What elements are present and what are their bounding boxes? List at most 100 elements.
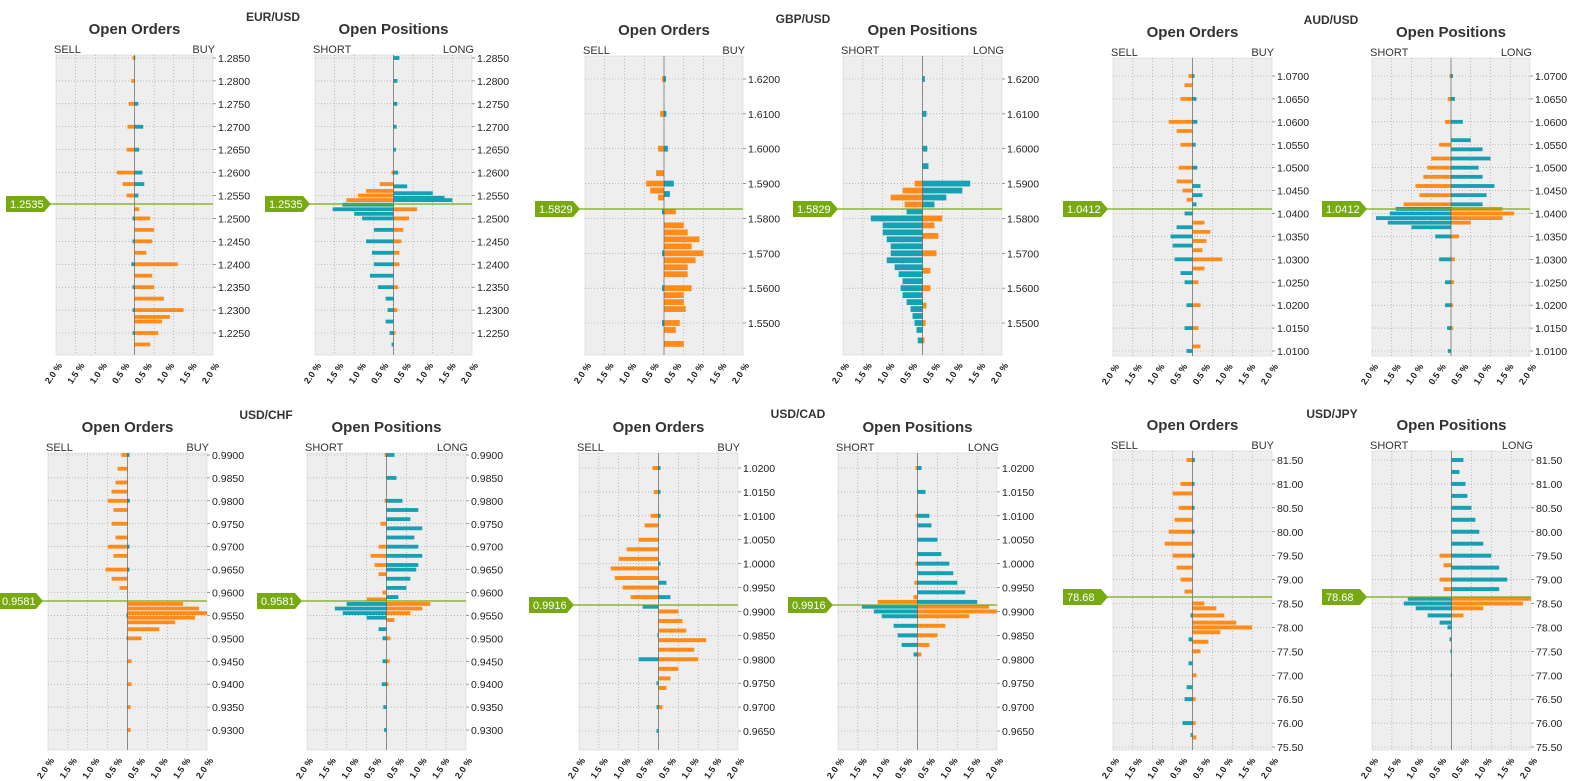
bar-buy xyxy=(134,262,178,267)
bar-buy xyxy=(127,602,184,606)
y-tick-label: 0.9600 xyxy=(471,588,503,600)
bar-buy xyxy=(134,342,151,347)
bar-buy xyxy=(664,341,684,347)
x-tick-label: 0.5 % xyxy=(1450,756,1471,781)
bar-long xyxy=(386,526,423,531)
bar-short xyxy=(902,278,923,285)
y-tick-label: 0.9400 xyxy=(471,679,503,691)
positions-title: Open Positions xyxy=(1396,24,1506,41)
bar-short xyxy=(1439,257,1451,262)
bar-long xyxy=(917,633,938,638)
bar-long xyxy=(917,489,926,494)
x-tick-label: 2.0 % xyxy=(730,361,751,386)
bar-long xyxy=(917,604,990,609)
bar-short xyxy=(370,553,387,558)
x-tick-label: 1.5 % xyxy=(1236,756,1257,781)
current-price-label: 1.2535 xyxy=(10,199,44,211)
bar-short xyxy=(890,250,923,257)
bar-buy xyxy=(1192,303,1201,308)
bar-buy xyxy=(664,285,692,292)
bar-sell xyxy=(126,193,135,198)
bar-long xyxy=(393,184,408,189)
bar-long xyxy=(1451,517,1476,522)
bar-buy xyxy=(658,657,699,662)
bar-sell xyxy=(1172,243,1193,248)
y-tick-label: 0.9800 xyxy=(471,496,503,508)
bar-long xyxy=(386,682,389,687)
current-price-label: 1.5829 xyxy=(797,204,831,216)
bar-short xyxy=(902,292,923,299)
x-tick-label: 2.0 % xyxy=(302,361,323,386)
bar-sell xyxy=(1168,119,1193,124)
bar-buy xyxy=(1192,184,1201,188)
bar-sell xyxy=(1176,129,1193,133)
bar-buy xyxy=(664,306,686,312)
bar-short xyxy=(391,342,394,347)
bar-long xyxy=(1451,481,1466,486)
x-tick-label: 1.5 % xyxy=(1382,756,1403,781)
y-tick-label: 1.2800 xyxy=(218,76,250,88)
bar-short xyxy=(332,207,394,212)
y-tick-label: 80.50 xyxy=(1536,503,1562,515)
bar-short xyxy=(334,606,387,611)
bar-buy xyxy=(664,320,680,326)
y-tick-label: 0.9350 xyxy=(212,702,244,714)
y-tick-label: 77.00 xyxy=(1277,670,1303,682)
bar-buy xyxy=(127,682,132,687)
y-tick-label: 1.2250 xyxy=(218,328,250,340)
bar-long xyxy=(922,187,963,194)
bar-long xyxy=(1451,97,1455,101)
bar-short xyxy=(882,222,923,229)
pair-label: USD/CHF xyxy=(239,408,292,422)
bar-short xyxy=(342,202,394,207)
y-tick-label: 1.0350 xyxy=(1277,231,1309,243)
positions-title: Open Positions xyxy=(862,419,972,436)
bar-long xyxy=(1451,577,1508,582)
bar-short xyxy=(914,320,923,326)
short-label: SHORT xyxy=(305,442,344,454)
x-tick-label: 1.0 % xyxy=(1404,362,1425,387)
bar-buy xyxy=(1192,721,1196,726)
bar-long xyxy=(386,535,415,540)
bar-short xyxy=(900,285,923,292)
bar-long xyxy=(386,567,417,572)
current-price-label: 1.2535 xyxy=(269,199,303,211)
y-tick-label: 1.2750 xyxy=(218,99,250,111)
bar-sell xyxy=(630,595,659,600)
bar-long xyxy=(922,180,971,187)
y-tick-label: 0.9900 xyxy=(212,450,244,462)
long-label: LONG xyxy=(973,45,1004,57)
bar-long xyxy=(1451,458,1464,462)
x-tick-label: 1.5 % xyxy=(436,361,457,386)
bar-sell xyxy=(1170,234,1193,239)
bar-buy xyxy=(1192,193,1203,198)
bar-short xyxy=(1423,174,1451,179)
bar-short xyxy=(915,466,918,470)
bar-short xyxy=(916,327,923,333)
bar-short xyxy=(861,604,918,609)
y-tick-label: 1.5700 xyxy=(748,248,780,260)
bar-long xyxy=(393,207,418,212)
x-tick-label: 1.5 % xyxy=(853,361,874,386)
sell-label: SELL xyxy=(577,442,604,454)
chart-group-usd-cad: USD/CAD Open Orders SELL BUY 0.9916 1.0200 1.0… xyxy=(529,407,1034,781)
bar-buy xyxy=(1192,639,1209,644)
bar-sell xyxy=(662,320,664,326)
bar-buy xyxy=(1192,202,1197,207)
bar-long xyxy=(917,652,922,657)
bar-sell xyxy=(132,285,135,290)
bar-sell xyxy=(1190,613,1193,618)
x-tick-label: 1.5 % xyxy=(589,756,610,781)
bar-buy xyxy=(658,647,695,652)
bar-buy xyxy=(664,257,696,264)
bar-short xyxy=(1447,349,1451,353)
y-tick-label: 76.50 xyxy=(1277,694,1303,706)
bar-buy xyxy=(658,676,671,681)
bar-short xyxy=(1450,673,1452,678)
y-tick-label: 77.00 xyxy=(1536,670,1562,682)
bar-long xyxy=(1451,303,1453,308)
bar-long xyxy=(1451,156,1491,161)
bar-sell xyxy=(658,194,664,201)
current-price-flag xyxy=(1063,201,1108,217)
y-tick-label: 1.5600 xyxy=(1007,283,1039,295)
